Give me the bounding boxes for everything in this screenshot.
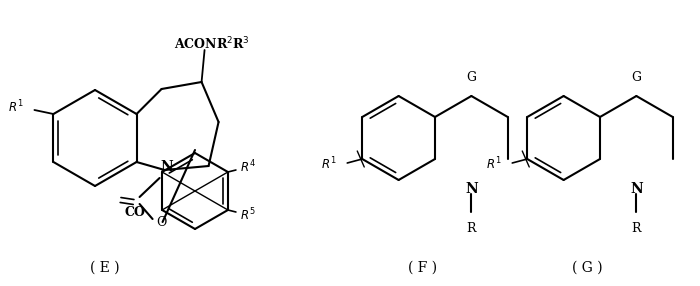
Text: N: N [160, 160, 173, 174]
Text: CO: CO [124, 206, 145, 219]
Text: ( E ): ( E ) [90, 261, 120, 275]
Text: ACONR$^2$R$^3$: ACONR$^2$R$^3$ [174, 36, 249, 52]
Text: G: G [631, 71, 641, 84]
Text: N: N [465, 182, 477, 196]
Text: N: N [630, 182, 643, 196]
Text: O: O [157, 215, 167, 229]
Text: $R^1$: $R^1$ [321, 156, 336, 172]
Text: ( F ): ( F ) [408, 261, 437, 275]
Text: ( G ): ( G ) [572, 261, 603, 275]
Text: R: R [631, 222, 641, 235]
Text: $R^4$: $R^4$ [240, 159, 256, 175]
Text: R: R [467, 222, 476, 235]
Text: $R^1$: $R^1$ [486, 156, 501, 172]
Text: $R^1$: $R^1$ [8, 99, 23, 115]
Text: G: G [466, 71, 477, 84]
Text: $R^5$: $R^5$ [240, 207, 256, 223]
